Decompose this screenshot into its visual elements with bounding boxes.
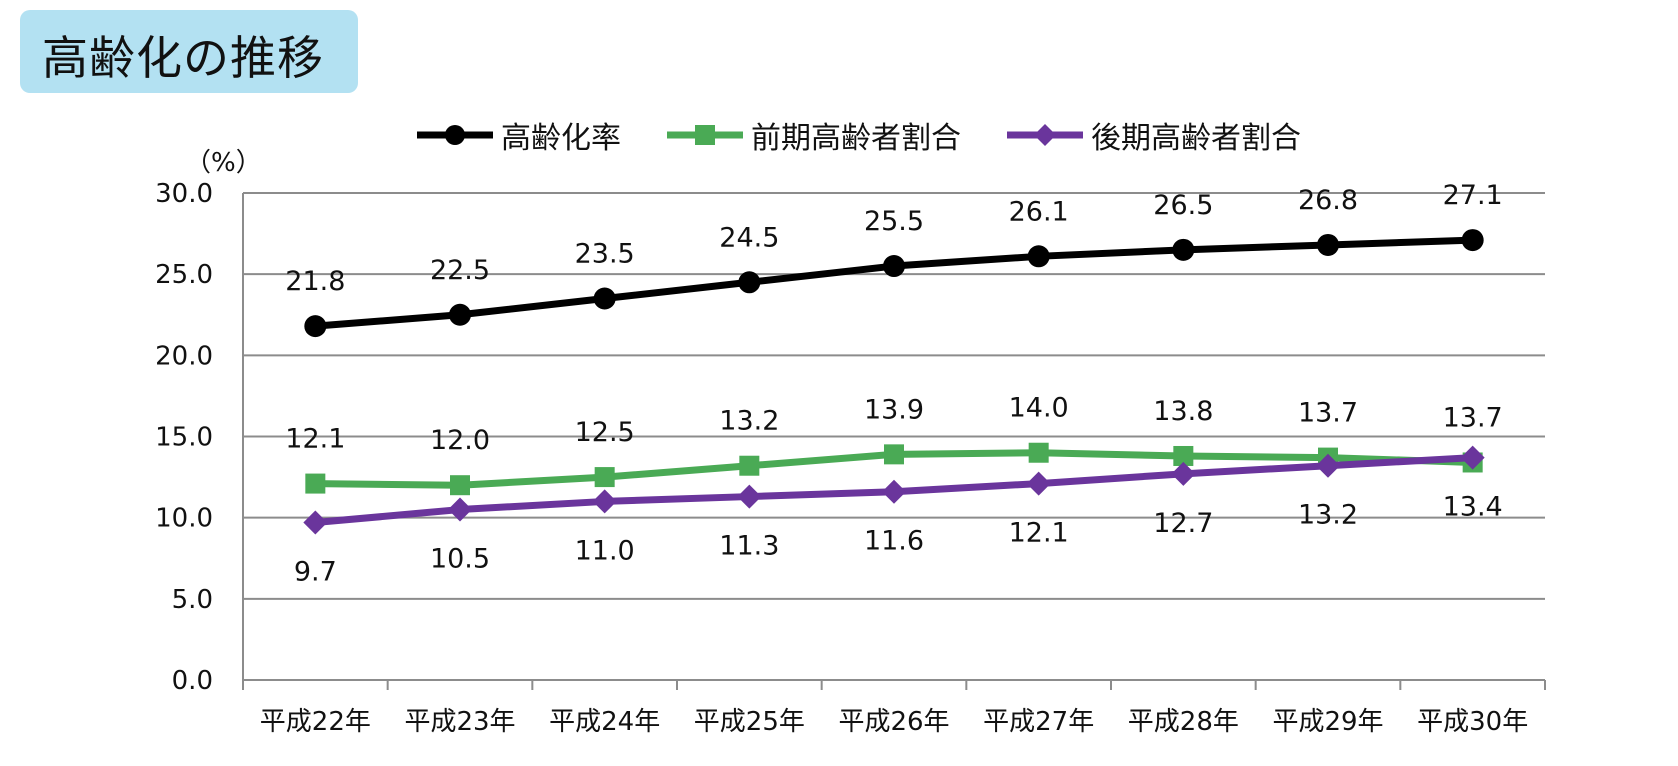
data-point-diamond — [303, 510, 328, 535]
data-label: 26.5 — [1153, 190, 1213, 221]
data-point-square — [450, 475, 470, 496]
x-tick-label: 平成23年 — [404, 707, 515, 737]
data-point-diamond — [1460, 445, 1485, 470]
data-label: 11.6 — [864, 526, 924, 557]
data-label: 12.5 — [575, 417, 635, 448]
legend-marker-diamond — [1007, 124, 1083, 146]
legend-marker-square — [667, 125, 743, 145]
data-label: 25.5 — [864, 206, 924, 237]
legend-item-late-elderly: 後期高齢者割合 — [1005, 113, 1301, 157]
y-tick-label: 10.0 — [155, 504, 213, 534]
data-label: 12.1 — [285, 424, 345, 455]
data-point-diamond — [1171, 461, 1196, 486]
data-point-circle — [1172, 238, 1195, 261]
chart-legend: 高齢化率 前期高齢者割合 後期高齢者割合 — [415, 113, 1301, 157]
data-point-diamond — [882, 479, 906, 504]
data-label: 13.7 — [1443, 402, 1503, 433]
data-label: 12.0 — [430, 425, 490, 456]
data-label: 11.0 — [575, 535, 635, 566]
data-point-circle — [883, 255, 905, 278]
data-point-square — [884, 444, 904, 465]
data-point-diamond — [1316, 453, 1340, 478]
data-point-square — [1028, 442, 1049, 463]
data-point-square — [305, 473, 326, 494]
data-point-circle — [304, 315, 327, 338]
data-point-square — [739, 455, 760, 476]
x-tick-label: 平成30年 — [1417, 707, 1528, 737]
data-point-diamond — [448, 497, 472, 522]
data-label: 13.2 — [1298, 500, 1358, 531]
data-point-circle — [1027, 245, 1050, 268]
y-tick-label: 0.0 — [172, 666, 213, 696]
legend-item-aging-rate: 高齢化率 — [415, 113, 621, 157]
y-tick-label: 30.0 — [155, 179, 213, 209]
data-label: 10.5 — [430, 544, 490, 575]
y-tick-label: 25.0 — [155, 260, 213, 290]
data-label: 14.0 — [1009, 393, 1069, 424]
legend-item-early-elderly: 前期高齢者割合 — [665, 113, 961, 157]
data-label: 12.1 — [1009, 518, 1069, 549]
x-tick-label: 平成26年 — [838, 707, 949, 737]
x-tick-label: 平成27年 — [983, 707, 1094, 737]
data-label: 9.7 — [294, 557, 337, 588]
data-label: 23.5 — [575, 239, 635, 270]
data-label: 27.1 — [1443, 180, 1503, 211]
x-tick-label: 平成22年 — [260, 707, 371, 737]
y-tick-label: 15.0 — [155, 423, 213, 453]
data-point-circle — [738, 271, 761, 294]
data-point-square — [1173, 445, 1194, 466]
data-label: 13.9 — [864, 394, 924, 425]
data-label: 22.5 — [430, 255, 490, 286]
data-label: 11.3 — [719, 531, 779, 562]
data-point-circle — [1461, 229, 1484, 252]
legend-label: 前期高齢者割合 — [751, 121, 961, 156]
x-tick-label: 平成24年 — [549, 707, 660, 737]
data-point-square — [594, 467, 615, 488]
data-point-circle — [1317, 233, 1339, 256]
data-point-diamond — [592, 489, 617, 514]
legend-label: 後期高齢者割合 — [1091, 121, 1301, 156]
data-point-diamond — [737, 484, 762, 509]
data-label: 26.8 — [1298, 185, 1358, 216]
data-point-circle — [593, 287, 616, 310]
data-point-diamond — [1026, 471, 1051, 496]
data-label: 12.7 — [1153, 508, 1213, 539]
x-tick-label: 平成28年 — [1128, 707, 1239, 737]
data-label: 13.8 — [1153, 396, 1213, 427]
page-title: 高齢化の推移 — [42, 31, 324, 85]
data-label: 21.8 — [285, 266, 345, 297]
y-tick-label: 20.0 — [155, 341, 213, 371]
x-tick-label: 平成29年 — [1272, 707, 1383, 737]
data-point-circle — [449, 303, 471, 326]
legend-marker-circle — [417, 125, 493, 145]
data-label: 13.7 — [1298, 398, 1358, 429]
data-label: 24.5 — [719, 222, 779, 253]
legend-label: 高齢化率 — [501, 121, 621, 156]
data-label: 13.4 — [1443, 492, 1503, 523]
y-axis-unit: （%） — [185, 148, 262, 178]
x-tick-label: 平成25年 — [694, 707, 805, 737]
title-box: 高齢化の推移 — [20, 10, 358, 93]
data-label: 26.1 — [1009, 196, 1069, 227]
y-tick-label: 5.0 — [172, 585, 213, 615]
data-label: 13.2 — [719, 406, 779, 437]
